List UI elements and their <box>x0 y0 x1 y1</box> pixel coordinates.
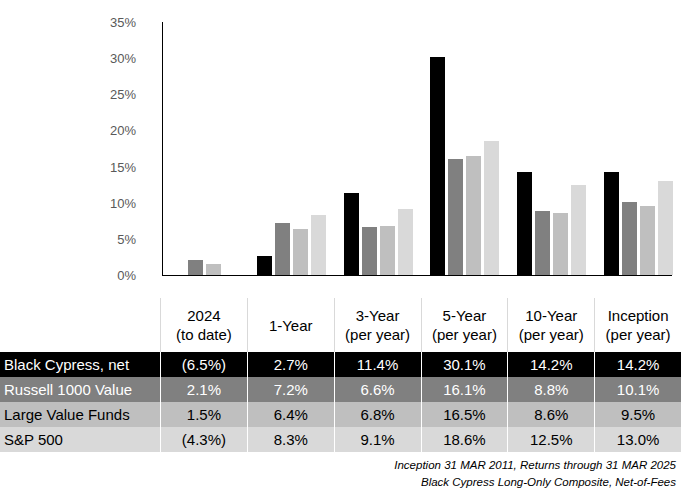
table-header-row: 2024(to date)1-Year3-Year(per year)5-Yea… <box>0 298 681 352</box>
table-cell: 16.5% <box>421 402 508 427</box>
table-cell: 2.1% <box>160 377 247 402</box>
footnotes: Inception 31 MAR 2011, Returns through 3… <box>394 457 676 491</box>
bar-black-cypress-net <box>257 256 272 276</box>
bar-large-value-funds <box>553 213 568 275</box>
table-cell: 6.6% <box>334 377 421 402</box>
column-header: 10-Year(per year) <box>507 298 594 352</box>
table-cell: 14.2% <box>507 352 594 377</box>
row-label: S&P 500 <box>0 427 160 452</box>
table-cell: 8.3% <box>247 427 334 452</box>
bar-s-p-500 <box>311 215 326 275</box>
row-label: Black Cypress, net <box>0 352 160 377</box>
table-cell: (6.5%) <box>160 352 247 377</box>
bar-s-p-500 <box>571 185 586 275</box>
bar-black-cypress-net <box>344 193 359 275</box>
bar-russell-1000-value <box>622 202 637 275</box>
y-axis-tick-labels: 0%5%10%15%20%25%30%35% <box>0 22 150 275</box>
table-cell: 9.1% <box>334 427 421 452</box>
column-header: 2024(to date) <box>160 298 247 352</box>
table-cell: 6.4% <box>247 402 334 427</box>
table-cell: 30.1% <box>421 352 508 377</box>
table-row: S&P 500(4.3%)8.3%9.1%18.6%12.5%13.0% <box>0 427 681 452</box>
returns-table: 2024(to date)1-Year3-Year(per year)5-Yea… <box>0 298 681 452</box>
table-cell: 8.6% <box>507 402 594 427</box>
footnote-line: Black Cypress Long-Only Composite, Net-o… <box>394 474 676 491</box>
bar-russell-1000-value <box>535 211 550 275</box>
bar-russell-1000-value <box>275 223 290 275</box>
bar-russell-1000-value <box>188 260 203 275</box>
footnote-line: Inception 31 MAR 2011, Returns through 3… <box>394 457 676 474</box>
bar-black-cypress-net <box>517 172 532 275</box>
bar-s-p-500 <box>398 209 413 275</box>
column-header: 3-Year(per year) <box>334 298 421 352</box>
table-cell: 12.5% <box>507 427 594 452</box>
y-tick-label: 15% <box>110 159 136 174</box>
table-cell: (4.3%) <box>160 427 247 452</box>
bar-russell-1000-value <box>448 159 463 275</box>
performance-report: 0% 5% 10% 15% 20% 25% 30% 35% 2024(to date)1-Ye… <box>0 0 681 501</box>
table-cell: 14.2% <box>594 352 681 377</box>
table-cell: 13.0% <box>594 427 681 452</box>
bar-s-p-500 <box>484 141 499 276</box>
y-tick-label: 35% <box>110 15 136 30</box>
bar-large-value-funds <box>466 156 481 275</box>
bar-chart-plot-area <box>162 22 672 276</box>
table-cell: 7.2% <box>247 377 334 402</box>
bar-large-value-funds <box>206 264 221 275</box>
row-label: Large Value Funds <box>0 402 160 427</box>
table-corner-cell <box>0 298 160 352</box>
y-tick-label: 20% <box>110 123 136 138</box>
bar-black-cypress-net <box>604 172 619 275</box>
bar-black-cypress-net <box>430 57 445 275</box>
y-tick-label: 0% <box>117 268 136 283</box>
bar-group-1 <box>170 260 239 275</box>
table-cell: 16.1% <box>421 377 508 402</box>
column-header: 5-Year(per year) <box>421 298 508 352</box>
table-row: Black Cypress, net(6.5%)2.7%11.4%30.1%14… <box>0 352 681 377</box>
table-cell: 9.5% <box>594 402 681 427</box>
bar-large-value-funds <box>293 229 308 275</box>
y-tick-label: 25% <box>110 87 136 102</box>
bar-group-6 <box>604 172 673 275</box>
bar-s-p-500 <box>658 181 673 275</box>
bar-group-2 <box>257 215 326 275</box>
bar-russell-1000-value <box>362 227 377 275</box>
bar-group-5 <box>517 172 586 275</box>
table-cell: 6.8% <box>334 402 421 427</box>
table-cell: 2.7% <box>247 352 334 377</box>
table-row: Russell 1000 Value2.1%7.2%6.6%16.1%8.8%1… <box>0 377 681 402</box>
table-row: Large Value Funds1.5%6.4%6.8%16.5%8.6%9.… <box>0 402 681 427</box>
bar-group-4 <box>430 57 499 275</box>
row-label: Russell 1000 Value <box>0 377 160 402</box>
table-cell: 10.1% <box>594 377 681 402</box>
y-tick-label: 5% <box>117 231 136 246</box>
table-cell: 1.5% <box>160 402 247 427</box>
column-header: 1-Year <box>247 298 334 352</box>
column-header: Inception(per year) <box>594 298 681 352</box>
bar-large-value-funds <box>380 226 395 275</box>
table-cell: 8.8% <box>507 377 594 402</box>
bar-group-3 <box>344 193 413 275</box>
y-tick-label: 10% <box>110 195 136 210</box>
bar-large-value-funds <box>640 206 655 275</box>
table-cell: 11.4% <box>334 352 421 377</box>
y-tick-label: 30% <box>110 51 136 66</box>
table-cell: 18.6% <box>421 427 508 452</box>
